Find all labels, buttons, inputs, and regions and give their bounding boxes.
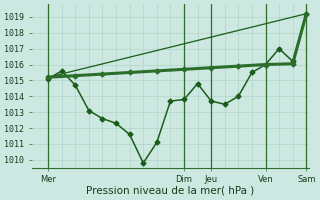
X-axis label: Pression niveau de la mer( hPa ): Pression niveau de la mer( hPa ) (86, 186, 254, 196)
